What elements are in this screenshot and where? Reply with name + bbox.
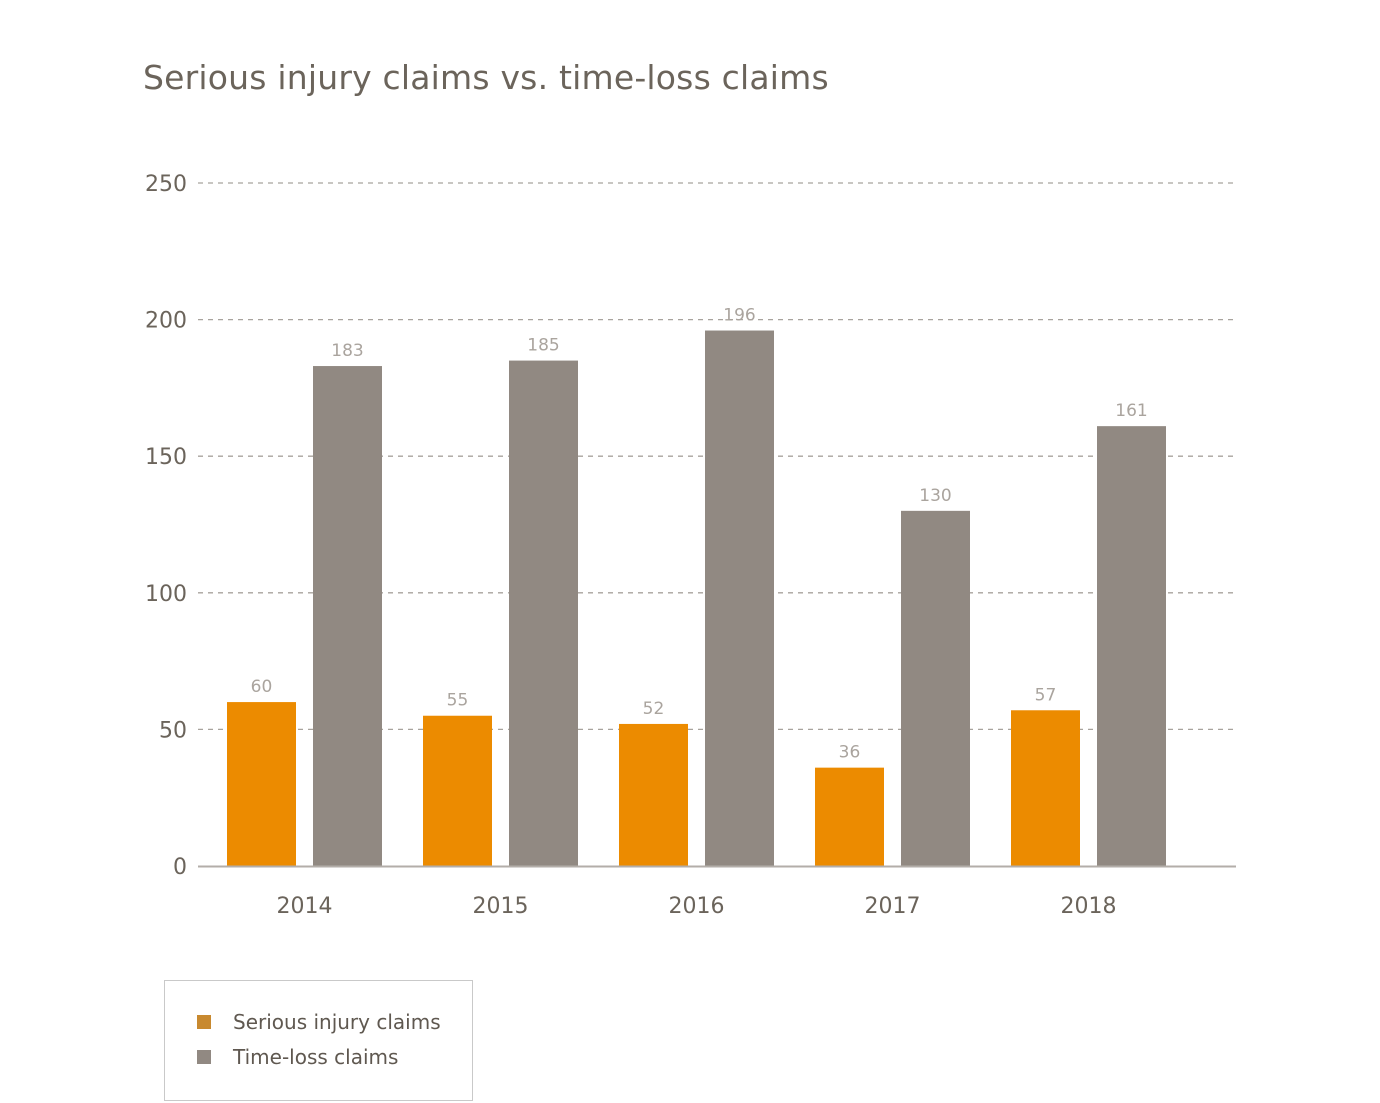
y-tick-label: 150: [145, 445, 187, 470]
y-tick-label: 100: [145, 582, 187, 607]
data-label-serious-injury: 52: [643, 699, 665, 719]
legend-swatch-time-loss: [197, 1050, 211, 1064]
bar-serious-injury: [1011, 710, 1080, 866]
data-label-time-loss: 130: [919, 486, 951, 506]
data-label-serious-injury: 36: [839, 743, 861, 763]
bar-time-loss: [509, 360, 578, 866]
y-tick-label: 0: [173, 855, 187, 880]
bar-serious-injury: [619, 723, 688, 866]
bar-time-loss: [1097, 426, 1166, 866]
bar-time-loss: [705, 330, 774, 866]
x-tick-label: 2017: [865, 894, 921, 919]
data-labels: 60 183 55 185 52 196 36 130 57 161: [251, 306, 1148, 763]
legend-label-serious-injury: Serious injury claims: [233, 1010, 441, 1034]
legend-swatch-serious-injury: [197, 1015, 211, 1029]
bars: [227, 330, 1166, 866]
bar-serious-injury: [423, 715, 492, 866]
legend-label-time-loss: Time-loss claims: [233, 1045, 399, 1069]
bar-time-loss: [901, 510, 970, 866]
data-label-serious-injury: 55: [447, 691, 469, 711]
data-label-serious-injury: 60: [251, 677, 273, 697]
data-label-time-loss: 161: [1115, 401, 1147, 421]
x-tick-label: 2015: [473, 894, 529, 919]
data-label-time-loss: 183: [331, 341, 363, 361]
legend: Serious injury claims Time-loss claims: [164, 980, 473, 1101]
bar-serious-injury: [815, 767, 884, 866]
x-tick-label: 2014: [277, 894, 333, 919]
data-label-time-loss: 185: [527, 336, 559, 356]
x-tick-label: 2016: [669, 894, 725, 919]
bar-time-loss: [313, 366, 382, 866]
legend-item-time-loss: Time-loss claims: [197, 1045, 398, 1069]
data-label-time-loss: 196: [723, 306, 755, 326]
data-label-serious-injury: 57: [1035, 685, 1057, 705]
bar-serious-injury: [227, 702, 296, 866]
y-tick-label: 50: [159, 718, 187, 743]
chart-title: Serious injury claims vs. time-loss clai…: [143, 58, 829, 97]
x-axis-ticks: 2014 2015 2016 2017 2018: [277, 894, 1117, 919]
y-tick-label: 200: [145, 309, 187, 334]
y-axis-ticks: 0 50 100 150 200 250: [145, 172, 187, 880]
y-tick-label: 250: [145, 172, 187, 197]
legend-item-serious-injury: Serious injury claims: [197, 1010, 441, 1034]
x-tick-label: 2018: [1061, 894, 1117, 919]
